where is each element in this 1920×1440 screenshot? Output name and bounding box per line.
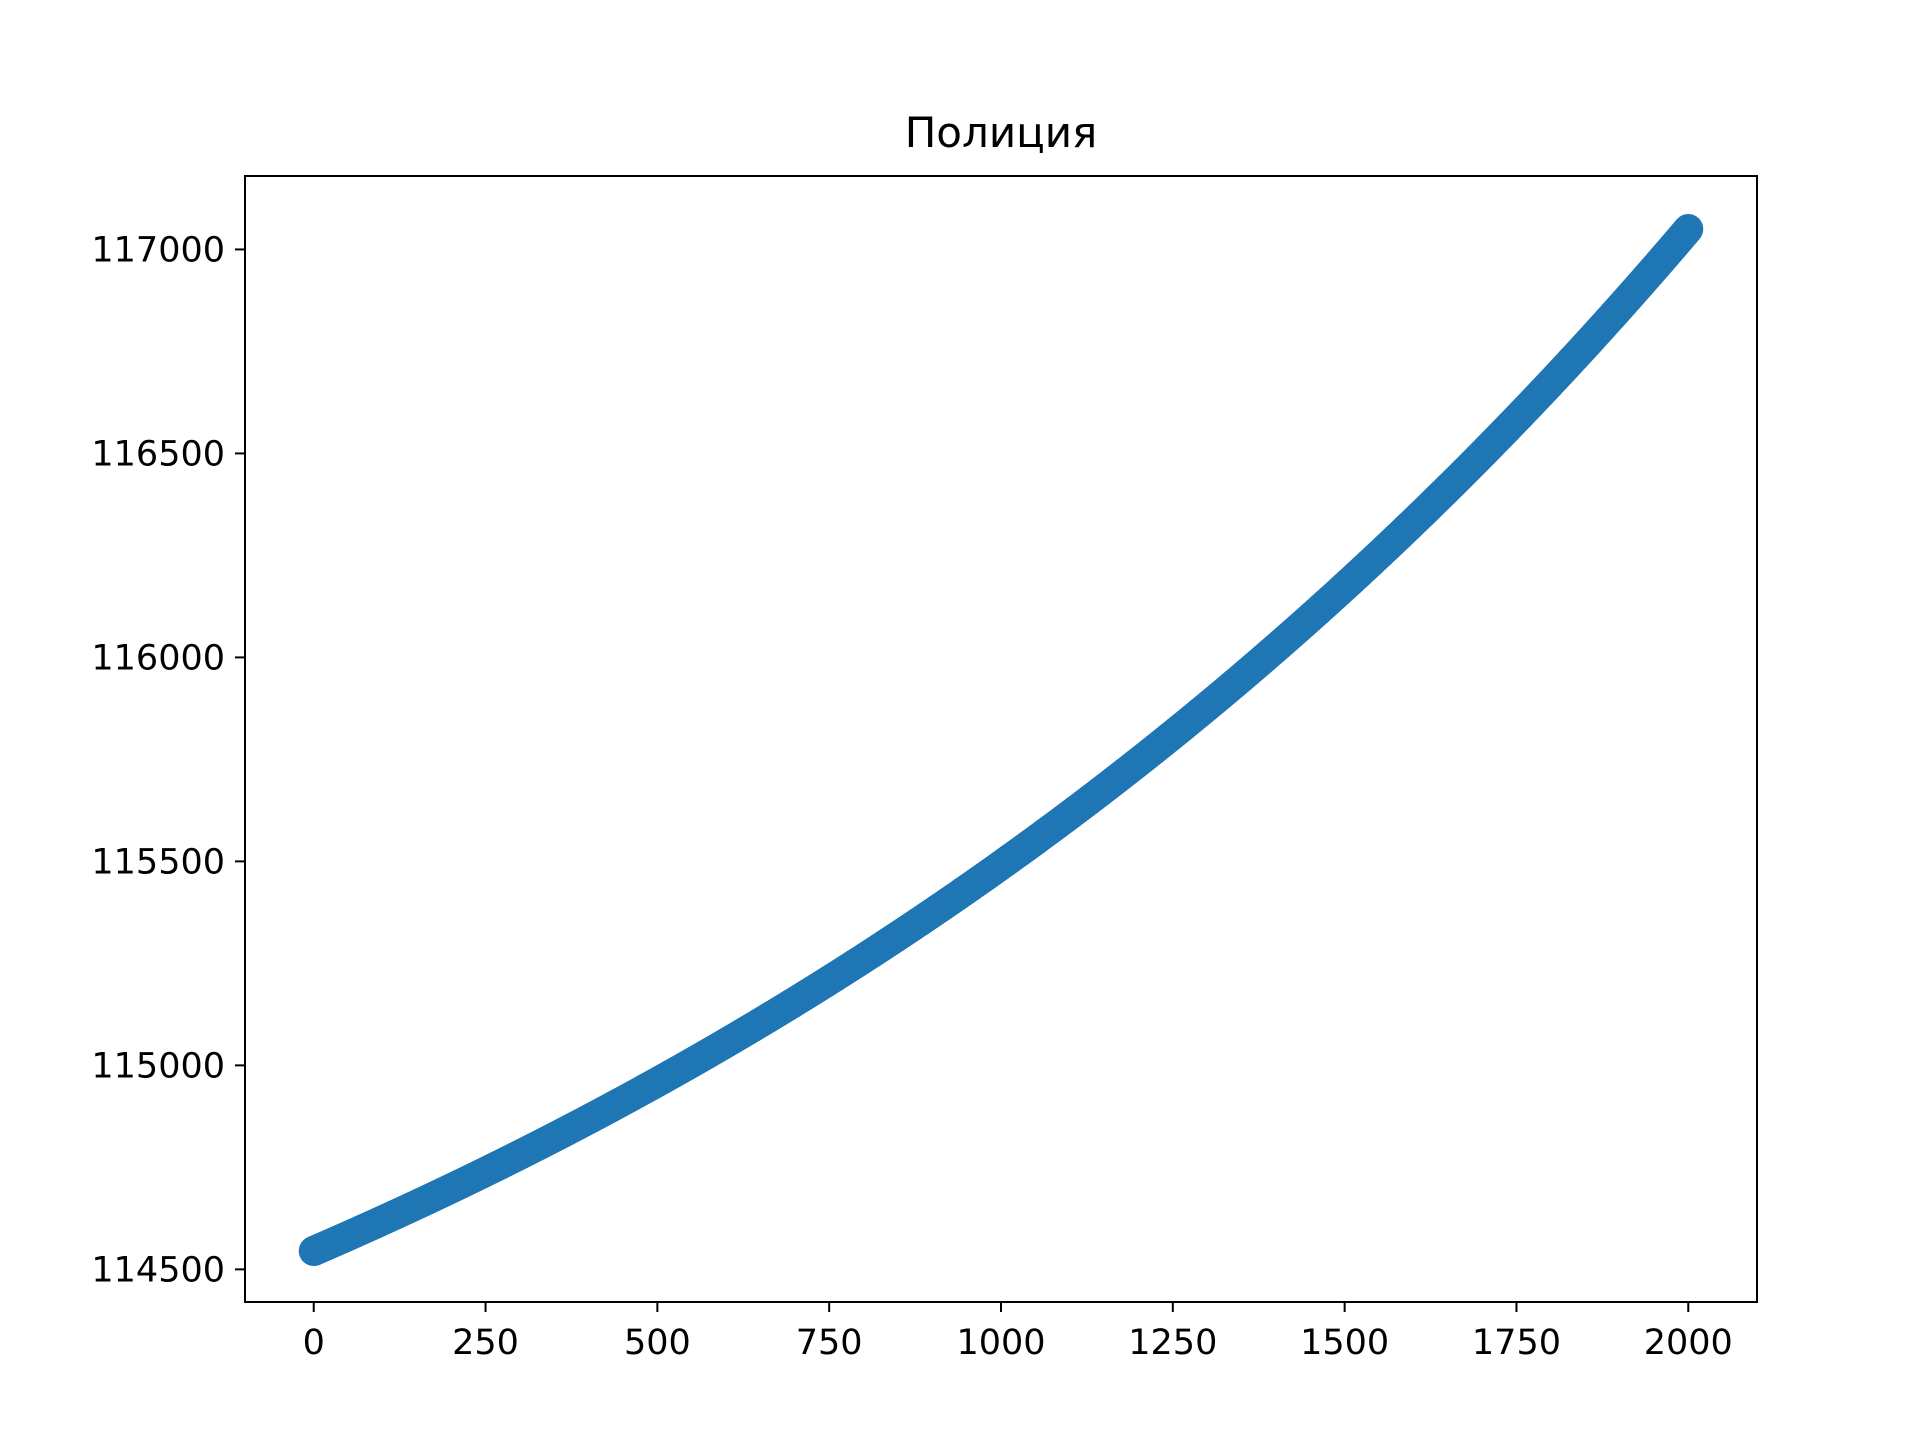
plot-frame: [244, 175, 1758, 1303]
x-tick-label: 1750: [1472, 1323, 1561, 1363]
x-tick-label: 250: [452, 1323, 519, 1363]
y-axis-ticks: 114500 115000 115500 116000 116500 117000: [91, 230, 245, 1290]
data-points: [298, 214, 1704, 1266]
x-tick-label: 1500: [1300, 1323, 1389, 1363]
x-tick-label: 1000: [956, 1323, 1045, 1363]
chart-title: Полиция: [905, 108, 1098, 157]
y-tick-label: 114500: [91, 1250, 225, 1290]
x-axis-ticks: 0 250 500 750 1000 1250 1500 1750 2000: [303, 1302, 1733, 1363]
y-tick-label: 116000: [91, 638, 225, 678]
x-tick-label: 500: [624, 1323, 691, 1363]
x-tick-label: 0: [303, 1323, 325, 1363]
y-tick-label: 117000: [91, 230, 225, 270]
x-tick-label: 2000: [1644, 1323, 1733, 1363]
y-tick-label: 116500: [91, 434, 225, 474]
x-tick-label: 750: [796, 1323, 863, 1363]
y-tick-label: 115000: [91, 1046, 225, 1086]
y-tick-label: 115500: [91, 842, 225, 882]
x-tick-label: 1250: [1128, 1323, 1217, 1363]
data-point: [1673, 214, 1704, 245]
